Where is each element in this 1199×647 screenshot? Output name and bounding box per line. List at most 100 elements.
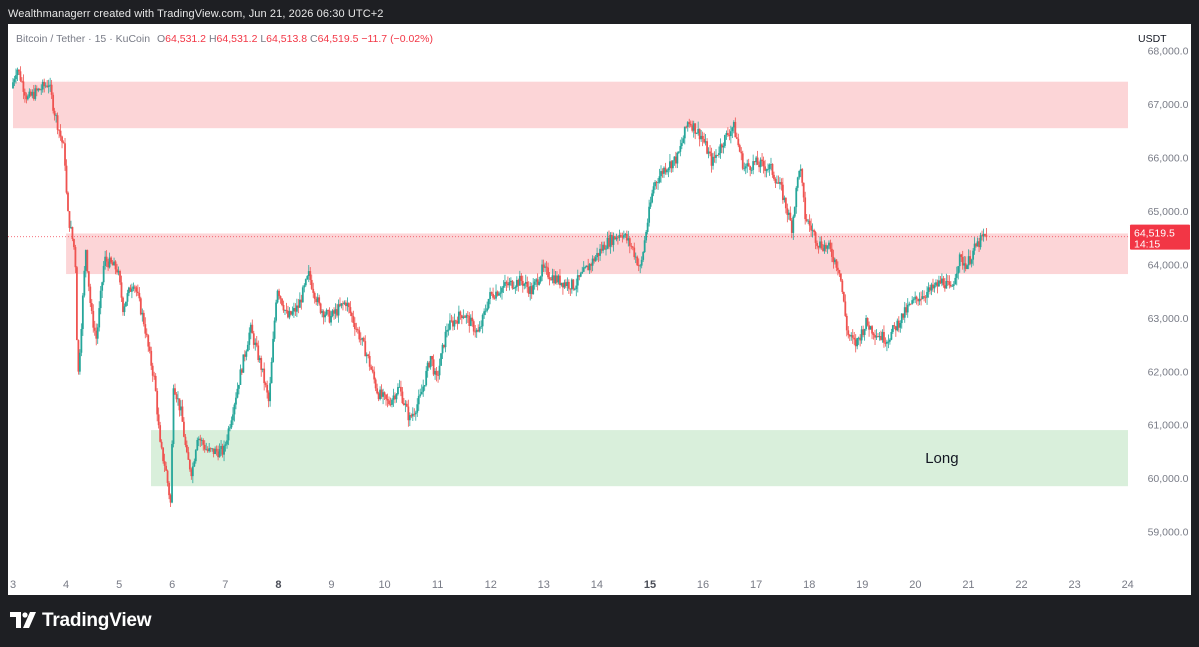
candle-body <box>405 403 408 407</box>
price-axis[interactable]: USDT 59,000.0 60,000.0 61,000.0 62,000.0 63,0… <box>1128 24 1191 595</box>
candle-body <box>301 287 304 303</box>
candle-561 <box>845 313 848 337</box>
candle-2 <box>15 68 17 84</box>
candle-body <box>611 235 613 245</box>
candle-body <box>83 270 86 296</box>
candle-body <box>746 163 749 167</box>
candle-447 <box>676 151 679 169</box>
candle-body <box>645 231 648 241</box>
candle-body <box>187 452 190 460</box>
candle-body <box>438 365 441 376</box>
candle-626 <box>942 275 945 288</box>
candle-body <box>945 281 948 289</box>
candle-body <box>587 265 590 271</box>
candle-541 <box>816 240 818 250</box>
candle-464 <box>701 131 704 147</box>
price-tick-label: 65,000.0 <box>1148 206 1189 218</box>
candle-body <box>38 88 41 91</box>
candle-body <box>295 305 298 312</box>
candle-body <box>453 320 456 327</box>
high-value: 64,531.2 <box>216 33 258 45</box>
candle-55 <box>93 320 96 336</box>
candle-126 <box>199 434 202 448</box>
price-tick-label: 61,000.0 <box>1148 420 1189 432</box>
candle-300 <box>457 305 460 325</box>
candle-body <box>533 281 536 285</box>
candle-body <box>614 236 616 240</box>
candle-body <box>282 305 285 311</box>
candle-148 <box>232 407 234 426</box>
zones-layer <box>13 81 1129 487</box>
candle-body <box>285 310 288 311</box>
candle-251 <box>385 394 387 406</box>
candle-body <box>890 331 893 340</box>
candle-123 <box>194 448 197 464</box>
candle-body <box>154 375 157 391</box>
candle-229 <box>352 310 355 327</box>
candle-body <box>780 182 783 185</box>
candle-body <box>402 403 405 405</box>
candle-524 <box>790 217 793 239</box>
candle-245 <box>376 383 379 395</box>
candle-161 <box>251 319 254 334</box>
candle-7 <box>22 74 25 100</box>
candle-232 <box>356 327 359 334</box>
candle-331 <box>504 274 506 288</box>
candle-body <box>700 135 703 140</box>
candle-body <box>660 171 662 177</box>
candle-467 <box>706 138 708 155</box>
candle-122 <box>193 458 196 468</box>
candle-504 <box>761 153 763 167</box>
candle-body <box>413 413 416 415</box>
candle-body <box>674 156 677 164</box>
candle-552 <box>832 249 835 269</box>
candle-653 <box>982 228 985 242</box>
candle-645 <box>970 258 973 268</box>
candle-590 <box>888 338 891 345</box>
tradingview-logo[interactable]: TradingView <box>10 610 152 634</box>
candle-357 <box>542 259 545 273</box>
candle-652 <box>981 230 983 241</box>
candle-439 <box>664 162 667 175</box>
candle-body <box>713 156 716 158</box>
candle-body <box>245 351 248 357</box>
candle-269 <box>411 407 414 422</box>
time-axis[interactable]: 3 4 5 6 7 8 9 10 11 12 13 14 15 16 17 18 19 20 21 22 23 24 <box>10 579 1134 591</box>
candle-396 <box>600 241 603 254</box>
candle-648 <box>975 242 977 248</box>
candle-body <box>917 298 920 302</box>
candle-483 <box>729 125 732 144</box>
candle-146 <box>229 423 231 432</box>
candle-110 <box>175 391 178 403</box>
candle-356 <box>541 259 544 282</box>
candle-body <box>657 182 659 184</box>
price-tick-label: 67,000.0 <box>1148 99 1189 111</box>
candle-body <box>224 444 227 446</box>
candle-body <box>74 247 77 268</box>
candle-95 <box>153 371 156 380</box>
time-tick-label: 6 <box>169 579 175 591</box>
candle-562 <box>847 326 850 339</box>
candle-112 <box>178 398 181 417</box>
candle-559 <box>842 291 845 303</box>
candle-body <box>230 420 233 428</box>
candle-body <box>816 242 818 246</box>
candle-248 <box>380 384 383 399</box>
candle-body <box>740 151 743 154</box>
candle-body <box>177 398 179 400</box>
candle-54 <box>92 304 95 333</box>
candle-350 <box>532 278 535 295</box>
candle-329 <box>501 286 503 300</box>
candle-404 <box>612 232 615 252</box>
candle-355 <box>539 275 542 284</box>
candle-64 <box>107 258 110 271</box>
candle-body <box>652 186 655 194</box>
candle-body <box>365 354 368 357</box>
candle-body <box>576 275 579 286</box>
candle-647 <box>973 237 976 255</box>
candle-216 <box>333 307 335 320</box>
candle-countdown: 14:15 <box>1134 239 1160 251</box>
candlestick-chart[interactable]: Long USDT 59,000.0 60,000.0 61,000.0 62,000.… <box>8 24 1191 595</box>
candle-196 <box>303 283 306 293</box>
candle-492 <box>743 162 746 172</box>
